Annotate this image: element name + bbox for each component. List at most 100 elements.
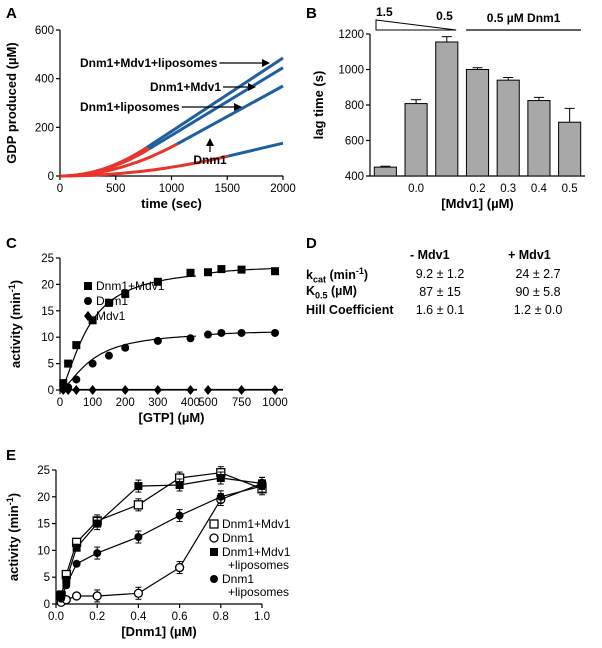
chart-c-ytick-label: 15 [41,306,54,318]
chart-c-ylabel: activity (min-1) [7,280,23,368]
chart-c-ytick-label: 10 [41,332,54,344]
chart-e: 0 5 10 15 20 25 0.0 0.2 0.4 0.6 0.8 1.0 [Dnm1] (µM) a… [5,465,291,639]
chart-c-point [121,385,130,395]
chart-b-ytick-label: 400 [345,171,364,183]
chart-e-legend-marker [210,575,218,583]
chart-c-point [271,328,279,337]
chart-c-legend-label: Mdv1 [96,309,126,323]
chart-c-ytick-label: 5 [48,359,54,371]
chart-c-point [204,330,212,339]
chart-c-point [121,289,130,298]
chart-e-point [93,549,102,558]
chart-c-point [59,379,68,388]
chart-a-xtick-label: 1000 [159,183,185,195]
cell-kcat-minus: 9.2 ± 1.2 [415,267,465,281]
chart-e-series-line [60,472,263,597]
chart-c-fit-curve [59,335,196,391]
kinetics-table: - Mdv1 + Mdv1 kcat (min-1) 9.2 ± 1.2 24 … [300,240,600,330]
chart-e-xtick-label: 0.4 [130,611,147,623]
chart-c-point [59,385,68,395]
chart-e-point [216,492,225,501]
chart-c-point [88,385,97,395]
chart-c-point [64,385,73,395]
chart-e-point [71,591,82,601]
chart-e-ytick-label: 5 [44,572,50,584]
chart-e-point [258,482,266,491]
chart-e-legend-label: Dnm1+Mdv1 [222,545,291,559]
chart-a-xtick-label: 1500 [214,183,240,195]
chart-e-point [133,500,144,510]
chart-c-point [186,334,195,343]
chart-a-ylabel: GDP produced (µM) [4,42,19,163]
cell-k05-minus: 87 ± 15 [419,285,461,299]
chart-e-legend-label-cont: +liposomes [228,558,289,572]
chart-a-ytick-label: 600 [35,25,54,37]
panel-label-a: A [6,5,17,22]
chart-e-ytick-label: 20 [37,492,50,504]
chart-e-point [134,533,143,541]
panel-label-e: E [6,447,16,464]
chart-b-bracket-label: 0.5 µM Dnm1 [487,11,561,25]
chart-e-legend-label-cont: +liposomes [228,585,289,599]
chart-b-xtick-label: 0.5 [562,183,578,195]
chart-c-ytick-label: 0 [48,385,54,397]
chart-a-series-linear [146,56,284,149]
chart-c-point [237,385,246,395]
chart-b-bar [465,69,490,177]
chart-a-ytick-label: 400 [35,74,54,86]
chart-a-series-label: Dnm1+Mdv1 [150,80,221,94]
chart-b-bar [373,166,397,177]
chart-c-legend-marker [84,282,92,290]
chart-c-point [204,385,212,395]
chart-c-xtick-label: 1000 [262,397,288,409]
chart-c-point [237,328,246,337]
chart-b-xtick-label: 0.3 [500,183,516,195]
chart-b-xtick-label: 0.0 [408,183,424,195]
cell-hill-minus: 1.6 ± 0.1 [415,303,465,317]
row-label-kcat: kcat (min-1) [306,266,369,285]
chart-b-bar [558,121,582,177]
chart-b-ytick-label: 600 [345,136,364,148]
chart-e-point [92,591,102,601]
chart-a-series-linear [148,66,284,151]
chart-e-legend-marker [209,519,219,529]
chart-b-wedge-label-left: 1.5 [376,5,393,19]
chart-b-bar [496,79,520,177]
chart-a-series-label: Dnm1+liposomes [80,100,180,114]
chart-a-series-linear [226,141,284,158]
chart-e-point [72,559,81,568]
cell-kcat-plus: 24 ± 2.7 [515,267,561,281]
chart-e-point [216,474,225,483]
chart-c-xtick-label: 100 [83,397,102,409]
chart-e-ytick-label: 10 [37,545,50,557]
chart-a-series-lag [60,142,178,178]
chart-c-point [153,385,162,395]
panel-label-c: C [6,235,17,252]
chart-e-point [57,590,66,599]
chart-c-point [72,375,81,384]
chart-e-legend-marker [209,533,219,543]
chart-a-series-label: Dnm1+Mdv1+liposomes [80,56,218,70]
chart-e-xtick-label: 1.0 [254,611,270,623]
chart-e-point [57,594,66,603]
chart-e-xtick-label: 0.2 [89,611,105,623]
chart-b-ytick-label: 800 [345,100,364,112]
chart-c-point [186,268,195,277]
chart-c-xtick-label: 300 [148,397,167,409]
chart-e-point [175,511,184,520]
chart-b-ytick-label: 1200 [338,29,364,41]
panel-label-d: D [306,235,317,252]
chart-c-legend-label: Dnm1+Mdv1 [96,279,165,293]
chart-e-xlabel: [Dnm1] (µM) [121,624,196,639]
chart-b-xtick-label: 0.2 [470,183,486,195]
row-label-k05: K0.5 (µM) [306,284,357,301]
chart-a-xlabel: time (sec) [141,196,202,211]
chart-e-ylabel: activity (min-1) [5,493,21,581]
chart-e-point [72,543,81,552]
cell-k05-plus: 90 ± 5.8 [515,285,561,299]
chart-e-legend-label: Dnm1 [222,572,254,586]
cell-hill-plus: 1.2 ± 0.0 [513,303,563,317]
chart-b-bar [527,100,551,177]
chart-e-xtick-label: 0.8 [213,611,229,623]
